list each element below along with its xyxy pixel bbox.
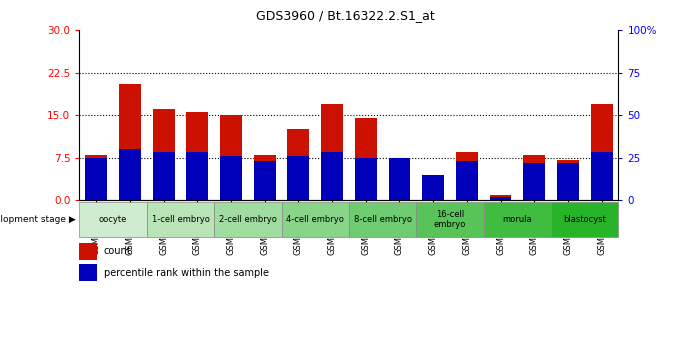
Text: count: count — [104, 246, 131, 256]
Bar — [254, 155, 276, 200]
Bar — [484, 202, 551, 237]
Text: 1-cell embryo: 1-cell embryo — [151, 215, 209, 224]
Bar — [79, 202, 146, 237]
Bar — [523, 162, 545, 200]
Bar — [557, 162, 579, 200]
Text: 16-cell
embryo: 16-cell embryo — [434, 210, 466, 229]
Bar — [187, 112, 208, 200]
Bar — [557, 160, 579, 200]
Bar — [321, 104, 343, 200]
Bar — [287, 156, 310, 200]
Text: morula: morula — [502, 215, 532, 224]
Bar — [523, 155, 545, 200]
Bar — [79, 243, 97, 260]
Bar — [591, 104, 612, 200]
Bar — [79, 264, 97, 281]
Bar — [86, 158, 107, 200]
Bar — [422, 180, 444, 200]
Bar — [287, 129, 310, 200]
Bar — [591, 153, 612, 200]
Text: 8-cell embryo: 8-cell embryo — [354, 215, 412, 224]
Bar — [349, 202, 416, 237]
Bar — [220, 156, 242, 200]
Text: GDS3960 / Bt.16322.2.S1_at: GDS3960 / Bt.16322.2.S1_at — [256, 9, 435, 22]
Bar — [119, 84, 141, 200]
Text: blastocyst: blastocyst — [563, 215, 606, 224]
Bar — [220, 115, 242, 200]
Bar — [456, 161, 477, 200]
Bar — [254, 161, 276, 200]
Bar — [490, 195, 511, 200]
Bar — [355, 118, 377, 200]
Text: percentile rank within the sample: percentile rank within the sample — [104, 268, 269, 278]
Bar — [551, 202, 618, 237]
Bar — [187, 153, 208, 200]
Bar — [456, 152, 477, 200]
Text: 2-cell embryo: 2-cell embryo — [219, 215, 277, 224]
Text: oocyte: oocyte — [99, 215, 127, 224]
Bar — [86, 155, 107, 200]
Bar — [388, 158, 410, 200]
Bar — [321, 153, 343, 200]
Bar — [490, 196, 511, 200]
Bar — [422, 175, 444, 200]
Bar — [355, 158, 377, 200]
Text: development stage ▶: development stage ▶ — [0, 215, 76, 224]
Bar — [214, 202, 281, 237]
Bar — [153, 153, 175, 200]
Text: 4-cell embryo: 4-cell embryo — [286, 215, 344, 224]
Bar — [416, 202, 484, 237]
Bar — [153, 109, 175, 200]
Bar — [388, 160, 410, 200]
Bar — [282, 202, 349, 237]
Bar — [146, 202, 214, 237]
Bar — [119, 149, 141, 200]
